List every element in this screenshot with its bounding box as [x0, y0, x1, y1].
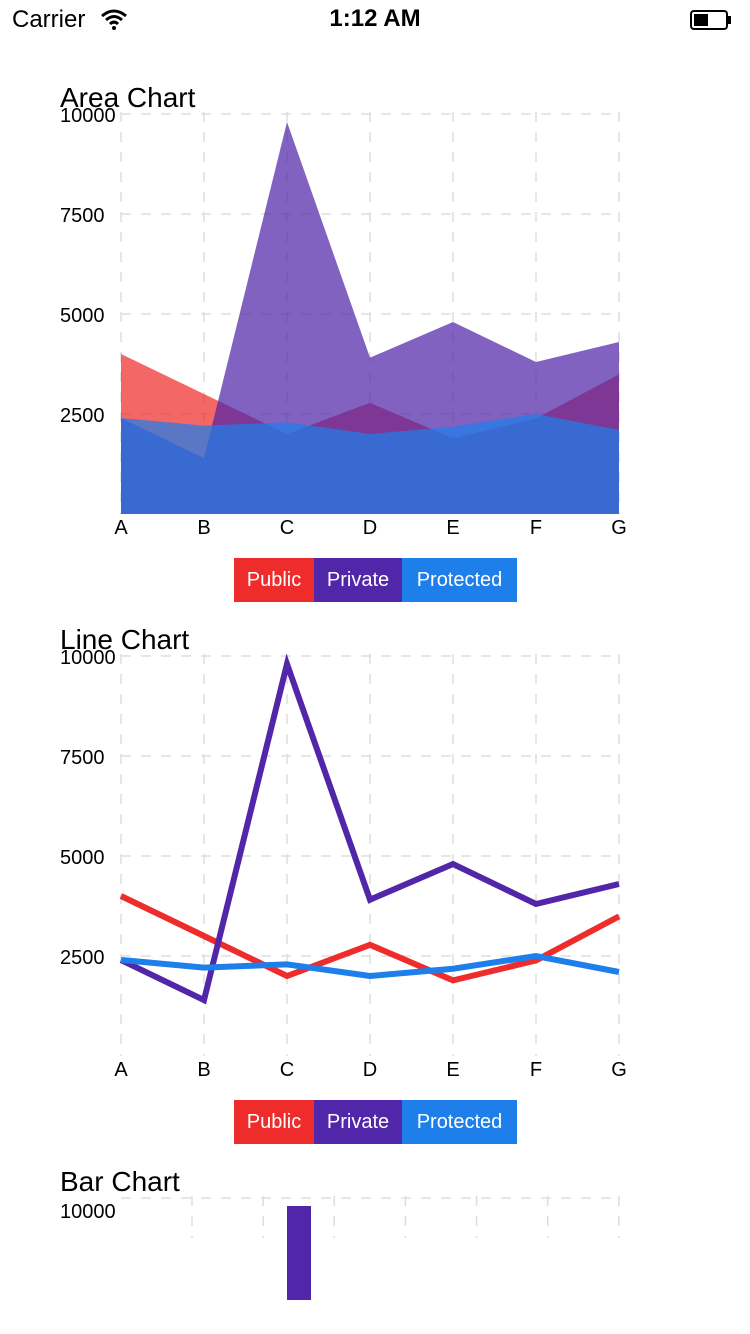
- legend-protected[interactable]: Protected: [402, 558, 517, 602]
- line-series-protected: [120, 952, 620, 980]
- x-tick-label: G: [611, 517, 627, 539]
- bar-chart: 10000: [60, 1196, 620, 1300]
- y-tick-label: 7500: [60, 205, 105, 227]
- x-tick-label: C: [280, 517, 294, 539]
- x-tick-label: A: [114, 517, 128, 539]
- legend-public[interactable]: Public: [234, 558, 314, 602]
- x-tick-label: D: [363, 1059, 377, 1081]
- x-tick-label: F: [530, 517, 542, 539]
- area-chart-title: Area Chart: [60, 82, 196, 113]
- status-bar: Carrier 1:12 AM: [0, 0, 750, 40]
- legend-private[interactable]: Private: [314, 558, 402, 602]
- y-tick-label: 7500: [60, 747, 105, 769]
- legend-private[interactable]: Private: [314, 1100, 402, 1144]
- x-tick-label: F: [530, 1059, 542, 1081]
- y-tick-label: 10000: [60, 1201, 116, 1223]
- battery-icon: [690, 10, 731, 30]
- line-series-public: [119, 893, 621, 984]
- y-tick-label: 10000: [60, 647, 116, 669]
- y-tick-label: 10000: [60, 105, 116, 127]
- bar-chart-title: Bar Chart: [60, 1166, 180, 1197]
- y-tick-label: 2500: [60, 947, 105, 969]
- bar-private: [287, 1206, 311, 1300]
- carrier-label: Carrier: [12, 6, 86, 33]
- x-tick-label: E: [446, 517, 459, 539]
- x-tick-label: A: [114, 1059, 128, 1081]
- y-tick-label: 5000: [60, 305, 105, 327]
- x-tick-label: B: [197, 1059, 210, 1081]
- y-tick-label: 2500: [60, 405, 105, 427]
- legend-protected[interactable]: Protected: [402, 1100, 517, 1144]
- line-chart-legend: Public Private Protected: [234, 1100, 517, 1144]
- area-series-private: [121, 122, 619, 514]
- legend-public[interactable]: Public: [234, 1100, 314, 1144]
- x-tick-label: B: [197, 517, 210, 539]
- y-tick-label: 5000: [60, 847, 105, 869]
- x-tick-label: G: [611, 1059, 627, 1081]
- line-chart: 10000 7500 5000 2500 A B C D E F G: [60, 647, 627, 1081]
- wifi-icon: [101, 9, 127, 30]
- area-chart: 10000 7500 5000 2500 A B C D E F G: [60, 105, 627, 539]
- line-series-private: [119, 653, 620, 1005]
- x-tick-label: C: [280, 1059, 294, 1081]
- area-series-protected: [121, 414, 619, 514]
- x-tick-label: E: [446, 1059, 459, 1081]
- clock-time: 1:12 AM: [329, 5, 421, 32]
- line-chart-title: Line Chart: [60, 624, 190, 655]
- area-chart-legend: Public Private Protected: [234, 558, 517, 602]
- x-tick-label: D: [363, 517, 377, 539]
